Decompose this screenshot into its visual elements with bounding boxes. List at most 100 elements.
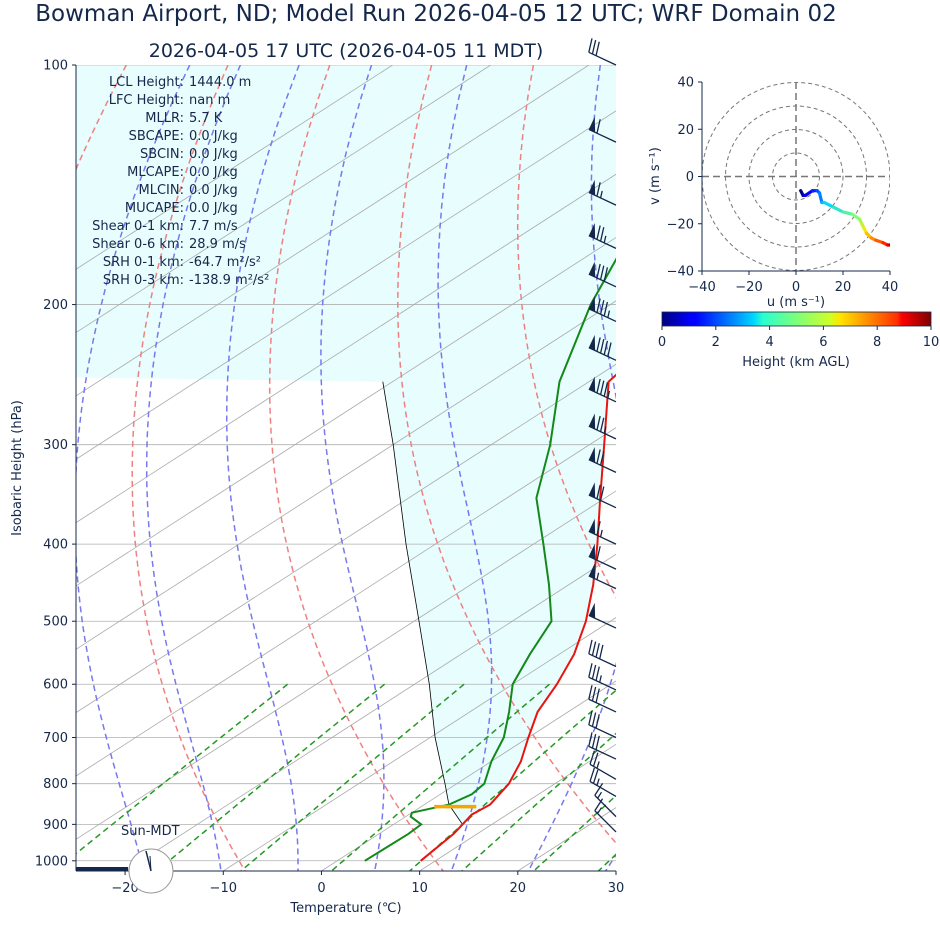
barb-full <box>599 644 604 660</box>
wind-barb <box>588 663 617 691</box>
barb-shaft <box>588 51 617 66</box>
barb-full <box>594 798 604 812</box>
barb-shaft <box>594 794 617 818</box>
colorbar-tick-label: 4 <box>765 335 773 350</box>
wind-barb <box>594 798 617 833</box>
wind-barb <box>588 116 617 143</box>
moist-adiabat <box>76 65 191 871</box>
index-label: SRH 0-1 km: <box>103 255 184 270</box>
y-tick-label: 300 <box>43 438 68 453</box>
barb-shaft <box>588 676 617 691</box>
moist-adiabat <box>320 65 385 871</box>
sun-clock-icon <box>128 848 174 894</box>
barb-full <box>595 714 600 729</box>
barb-half <box>603 235 607 244</box>
barb-full <box>588 710 593 725</box>
barb-full <box>592 769 599 784</box>
hodograph-axes: −40 −20 0 20 40 −40 −20 0 20 40 <box>667 76 899 296</box>
barb-full <box>596 119 601 134</box>
mixing-ratio-line <box>533 794 616 871</box>
barb-full <box>595 735 600 750</box>
barb-shaft <box>589 763 617 780</box>
barb-half <box>607 390 611 399</box>
colorbar-tick-label: 2 <box>712 335 720 350</box>
dry-adiabat <box>737 65 940 871</box>
wind-barbs <box>588 38 617 833</box>
dry-adiabat <box>630 65 940 871</box>
y-tick-label: 100 <box>43 59 68 74</box>
index-value: 0.0 J/kg <box>189 129 238 144</box>
isotherm-line <box>714 65 940 871</box>
y-tick-label: 400 <box>43 538 68 553</box>
hodograph: −40 −20 0 20 40 −40 −20 0 20 40 <box>667 76 899 296</box>
temperature-line <box>420 373 616 862</box>
colorbar-gradient <box>661 311 932 327</box>
index-label: MLCAPE: <box>127 165 184 180</box>
barb-full <box>599 451 605 466</box>
colorbar-tick-label: 0 <box>658 335 666 350</box>
barb-flag <box>588 543 596 560</box>
parcel-trace <box>382 381 463 825</box>
index-label: SBCAPE: <box>129 129 184 144</box>
wind-barb <box>588 261 617 288</box>
moist-adiabat <box>225 65 300 871</box>
colorbar-label: Height (km AGL) <box>742 355 850 370</box>
barb-flag <box>588 179 596 196</box>
y-tick-label: 700 <box>43 731 68 746</box>
barb-full <box>591 686 597 702</box>
index-value: 0.0 J/kg <box>189 183 238 198</box>
mixing-ratio-line <box>240 683 465 871</box>
barb-full <box>599 380 605 395</box>
index-label: LFC Height: <box>109 93 184 108</box>
barb-full <box>596 484 601 499</box>
barb-full <box>588 685 593 700</box>
y-tick-label: 900 <box>43 818 68 833</box>
hodograph-x-tick-label: 0 <box>792 280 800 295</box>
barb-half <box>596 761 600 769</box>
chart-subtitle: 2026-04-05 17 UTC (2026-04-05 11 MDT) <box>149 40 544 62</box>
barb-full <box>596 521 601 536</box>
barb-full <box>596 378 601 394</box>
colorbar-tick-label: 8 <box>873 335 881 350</box>
wind-barb <box>588 296 617 323</box>
barb-half <box>597 791 603 799</box>
barb-full <box>596 415 601 431</box>
barb-full <box>595 666 600 681</box>
cape-fill <box>76 65 616 825</box>
barb-full <box>591 664 597 680</box>
hodograph-x-tick-label: 20 <box>835 280 852 295</box>
barb-full <box>599 339 605 354</box>
wind-barb <box>594 783 617 818</box>
isotherm-line <box>76 237 616 587</box>
mixing-ratio-line <box>156 683 386 871</box>
x-tick-label: 10 <box>411 881 428 896</box>
barb-full <box>607 342 612 357</box>
wind-barb <box>588 179 617 206</box>
index-label: MLLR: <box>145 111 184 126</box>
index-value: 0.0 J/kg <box>189 165 238 180</box>
dry-adiabat <box>131 65 246 871</box>
hodograph-segment <box>831 205 845 214</box>
barb-full <box>588 732 593 747</box>
wind-barb <box>588 446 617 473</box>
barb-full <box>603 301 609 317</box>
mixing-ratio-line <box>76 683 289 855</box>
x-tick-label: −20 <box>111 881 138 896</box>
barb-flag <box>588 334 596 351</box>
barb-shaft <box>594 810 617 833</box>
barb-half <box>599 675 602 683</box>
hodograph-x-tick-label: −20 <box>735 280 762 295</box>
barb-full <box>596 298 601 313</box>
isotherm-line <box>615 870 616 871</box>
moist-adiabat <box>437 65 493 871</box>
x-tick-label: 20 <box>510 881 527 896</box>
barb-full <box>599 417 605 432</box>
barb-full <box>599 300 605 315</box>
barb-full <box>596 182 601 197</box>
barb-flag <box>588 563 596 579</box>
barb-half <box>596 778 600 786</box>
skewt-plot-area <box>76 65 940 871</box>
barb-full <box>595 688 600 703</box>
barb-flag <box>588 518 596 535</box>
barb-half <box>607 310 611 318</box>
